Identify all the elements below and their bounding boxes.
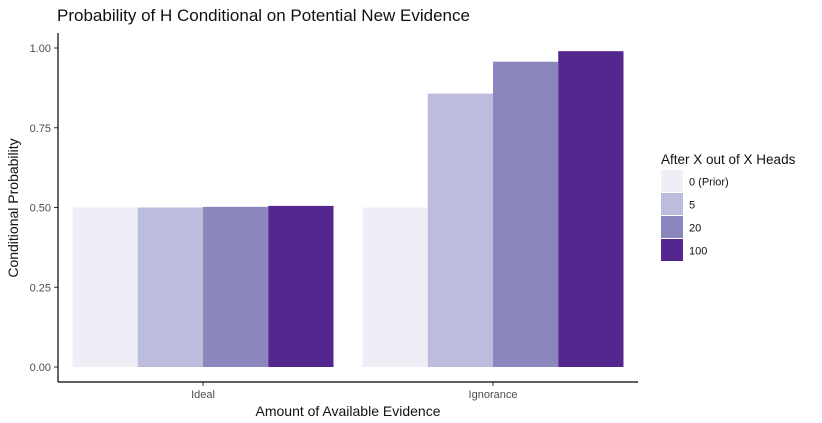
legend-label: 100 bbox=[689, 246, 707, 258]
x-tick-label: Ignorance bbox=[469, 389, 518, 401]
bar bbox=[268, 205, 334, 367]
y-tick-label: 0.25 bbox=[30, 282, 51, 294]
legend-label: 0 (Prior) bbox=[689, 177, 729, 189]
legend: After X out of X Heads 0 (Prior) 5 20 100 bbox=[661, 152, 796, 261]
bar bbox=[427, 93, 493, 368]
legend-title: After X out of X Heads bbox=[661, 152, 796, 167]
chart-title: Probability of H Conditional on Potentia… bbox=[57, 6, 470, 25]
y-tick-label: 0.50 bbox=[30, 203, 51, 215]
x-tick-label: Ideal bbox=[191, 389, 215, 401]
legend-label: 5 bbox=[689, 200, 695, 212]
bar bbox=[362, 207, 428, 367]
legend-swatch bbox=[661, 170, 683, 192]
legend-label: 20 bbox=[689, 223, 701, 235]
legend-swatch bbox=[661, 216, 683, 238]
bar bbox=[72, 207, 138, 367]
legend-swatch bbox=[661, 193, 683, 215]
bar bbox=[558, 51, 624, 367]
plot-area: Ideal Ignorance 0.00 0.25 0.50 0.75 1.00 bbox=[30, 33, 638, 401]
bar bbox=[137, 207, 203, 367]
y-tick-label: 0.00 bbox=[30, 362, 51, 374]
x-axis-label: Amount of Available Evidence bbox=[256, 403, 441, 419]
bar bbox=[493, 61, 559, 367]
y-axis-label: Conditional Probability bbox=[5, 138, 21, 277]
y-tick-label: 1.00 bbox=[30, 43, 51, 55]
legend-swatch bbox=[661, 239, 683, 261]
bar bbox=[203, 206, 269, 367]
y-tick-label: 0.75 bbox=[30, 123, 51, 135]
